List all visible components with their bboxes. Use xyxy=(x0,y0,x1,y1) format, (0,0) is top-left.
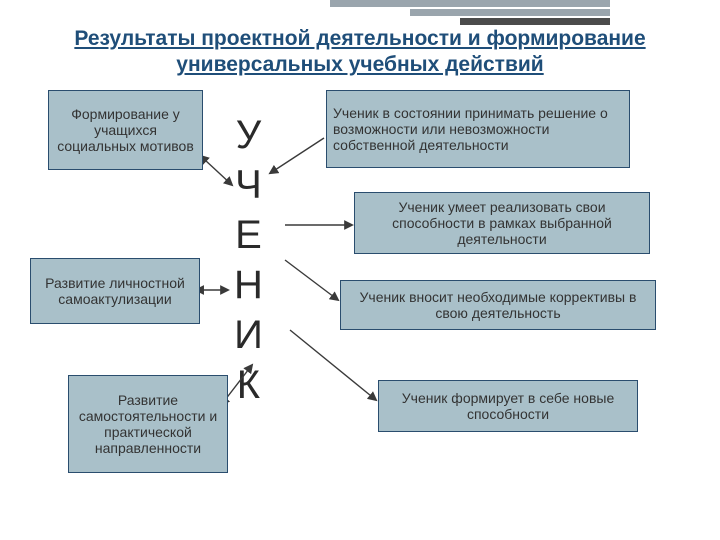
center-letter: Е xyxy=(234,210,265,260)
decor-bar-1 xyxy=(330,0,610,7)
node-right3: Ученик вносит необходимые коррективы в с… xyxy=(340,280,656,330)
node-left3: Развитие самостоятельности и практическо… xyxy=(68,375,228,473)
page-title: Результаты проектной деятельности и форм… xyxy=(0,26,720,79)
edge-6 xyxy=(290,330,376,400)
center-letter: Ч xyxy=(234,160,265,210)
node-right2: Ученик умеет реализовать свои способност… xyxy=(354,192,650,254)
decor-bar-3 xyxy=(460,18,610,25)
node-left2: Развитие личностной самоактулизации xyxy=(30,258,200,324)
center-letter: У xyxy=(234,110,265,160)
center-letter: И xyxy=(234,310,265,360)
node-left1: Формирование у учащихся социальных мотив… xyxy=(48,90,203,170)
center-vertical-word: УЧЕНИК xyxy=(234,110,265,410)
edge-5 xyxy=(285,260,338,300)
decor-bars xyxy=(330,0,610,27)
node-right1: Ученик в состоянии принимать решение о в… xyxy=(326,90,630,168)
edge-0 xyxy=(205,160,232,185)
center-letter: Н xyxy=(234,260,265,310)
decor-bar-2 xyxy=(410,9,610,16)
node-right4: Ученик формирует в себе новые способност… xyxy=(378,380,638,432)
center-letter: К xyxy=(234,360,265,410)
edge-3 xyxy=(275,138,324,170)
